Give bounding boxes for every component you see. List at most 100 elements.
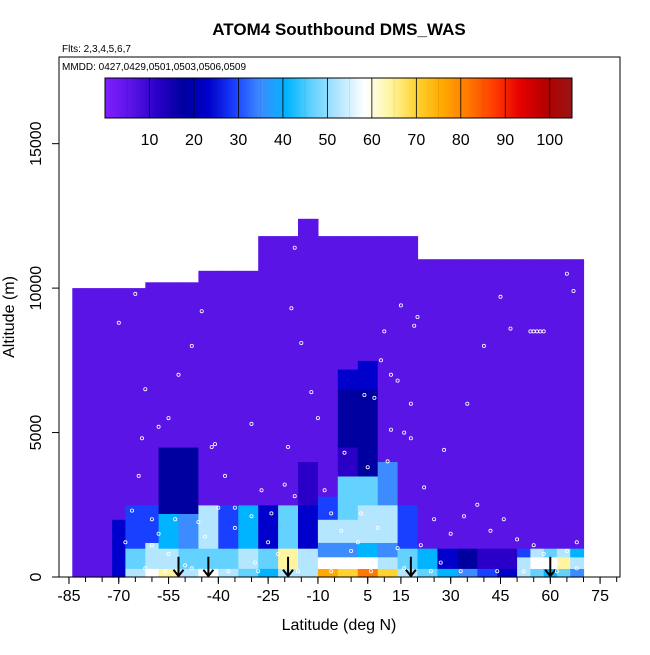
heatmap-cell xyxy=(377,504,399,543)
sample-point xyxy=(299,340,304,345)
heatmap-cell xyxy=(377,568,399,578)
sample-point xyxy=(395,378,400,383)
sample-point xyxy=(309,390,314,395)
y-axis: 0 5000 10000 15000 xyxy=(28,121,60,581)
x-tick-label: 60 xyxy=(541,588,559,605)
heatmap-cell xyxy=(337,447,359,477)
sample-point xyxy=(365,465,370,470)
sample-point xyxy=(554,560,559,565)
heatmap-cell xyxy=(556,556,571,569)
heatmap-cell xyxy=(158,447,180,514)
sample-point xyxy=(574,566,579,571)
x-tick-label: 15 xyxy=(392,588,410,605)
heatmap-cell xyxy=(530,556,545,569)
flight-arrow xyxy=(172,556,185,578)
sample-point xyxy=(329,569,334,574)
heatmap-cell xyxy=(357,236,379,361)
heatmap-cell xyxy=(457,259,478,549)
sample-point xyxy=(465,401,470,406)
sample-point xyxy=(143,566,148,571)
heatmap-cell xyxy=(357,504,379,543)
heatmap-cell xyxy=(543,548,558,558)
sample-point xyxy=(402,430,407,435)
sample-point xyxy=(571,288,576,293)
sample-point xyxy=(448,531,453,536)
sample-point xyxy=(554,569,559,574)
colorbar-tick-label: 100 xyxy=(536,132,563,149)
flight-arrows xyxy=(172,556,557,578)
heatmap-cell xyxy=(517,548,531,558)
heatmap-cell xyxy=(357,389,379,477)
heatmap-cell xyxy=(298,504,319,549)
heatmap-cell xyxy=(158,568,180,578)
x-tick-label: 45 xyxy=(492,588,510,605)
heatmap-cell xyxy=(337,542,359,558)
heatmap-cell xyxy=(125,568,146,578)
heatmap-cell xyxy=(298,568,319,578)
heatmap-cell xyxy=(258,504,279,549)
sample-point xyxy=(143,387,148,392)
heatmap-cell xyxy=(357,360,379,390)
sample-point xyxy=(574,540,579,545)
sample-point xyxy=(173,517,178,522)
colorbar-frame xyxy=(104,77,573,119)
heatmap-cell xyxy=(178,513,199,549)
flight-arrow xyxy=(544,556,557,578)
heatmap-cell xyxy=(570,568,585,578)
chart-title: ATOM4 Southbound DMS_WAS xyxy=(212,20,465,39)
heatmap-cell xyxy=(218,504,239,549)
sample-point xyxy=(276,551,281,556)
heatmap-cell xyxy=(497,259,518,549)
sample-point xyxy=(422,485,427,490)
sample-point xyxy=(133,291,138,296)
heatmap-cell xyxy=(357,568,379,578)
sample-point xyxy=(339,528,344,533)
sample-point xyxy=(183,563,188,568)
heatmap-cell xyxy=(125,504,146,549)
heatmap-cell xyxy=(570,259,585,549)
heatmap-cell xyxy=(477,548,498,569)
heatmap-cell xyxy=(112,519,126,578)
sample-point xyxy=(149,517,154,522)
heatmap-cell xyxy=(337,389,359,448)
heatmap-cell xyxy=(377,556,399,569)
colorbar-tick-label: 40 xyxy=(274,132,292,149)
heatmap-cell xyxy=(530,548,545,558)
sample-point xyxy=(139,436,144,441)
colorbar-tick-label: 70 xyxy=(407,132,425,149)
sample-point xyxy=(222,473,227,478)
heatmap-cell xyxy=(145,542,160,569)
y-axis-label: Altitude (m) xyxy=(1,276,18,358)
sample-point xyxy=(252,560,257,565)
sample-point xyxy=(189,566,194,571)
sample-point xyxy=(149,543,154,548)
heatmap-cell xyxy=(357,542,379,558)
heatmap-cell xyxy=(298,218,319,463)
colorbar-tick-label: 30 xyxy=(230,132,248,149)
y-tick-label: 0 xyxy=(28,572,45,581)
heatmap-cell xyxy=(517,556,531,569)
colorbar-tick-label: 80 xyxy=(452,132,470,149)
sample-point xyxy=(428,569,433,574)
heatmap-cell xyxy=(317,496,339,520)
heatmap-cell xyxy=(337,475,359,520)
x-tick-label: -40 xyxy=(207,588,230,605)
heatmap-cell xyxy=(298,461,319,506)
heatmap-cell xyxy=(317,519,339,543)
sample-point xyxy=(199,309,204,314)
sample-point xyxy=(501,517,506,522)
heatmap-cell xyxy=(258,568,279,578)
sample-point xyxy=(388,372,393,377)
sample-point xyxy=(508,326,513,331)
heatmap-cell xyxy=(218,548,239,569)
heatmap-cell xyxy=(317,542,339,558)
sample-point xyxy=(269,511,274,516)
heatmap-cell xyxy=(158,282,180,448)
heatmap-cell xyxy=(198,270,219,506)
sample-point xyxy=(521,569,526,574)
sample-point xyxy=(388,427,393,432)
heatmap-cell xyxy=(437,548,458,569)
heatmap-cell xyxy=(178,548,199,569)
